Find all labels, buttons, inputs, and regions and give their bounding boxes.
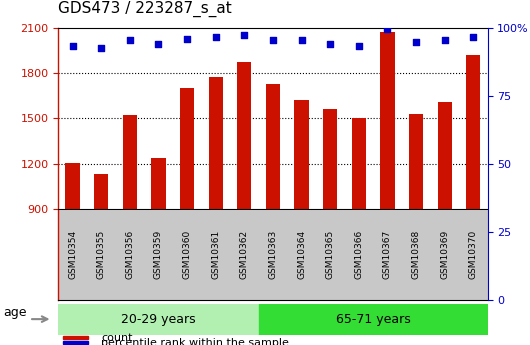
- Bar: [438, 102, 452, 209]
- Bar: [316, 28, 344, 300]
- Text: GSM10370: GSM10370: [469, 230, 478, 279]
- Bar: [144, 28, 173, 209]
- Bar: [152, 158, 165, 209]
- Bar: [287, 28, 316, 209]
- Bar: [63, 341, 89, 344]
- Point: [97, 45, 105, 50]
- Text: GSM10359: GSM10359: [154, 230, 163, 279]
- Bar: [87, 28, 116, 209]
- Text: GSM10354: GSM10354: [68, 230, 77, 279]
- Bar: [459, 28, 488, 300]
- Bar: [259, 304, 488, 335]
- Point: [383, 27, 392, 32]
- Bar: [116, 28, 144, 209]
- Text: GSM10355: GSM10355: [97, 230, 105, 279]
- Bar: [373, 28, 402, 209]
- Text: count: count: [101, 333, 132, 343]
- Bar: [58, 304, 259, 335]
- Text: GSM10362: GSM10362: [240, 230, 249, 279]
- Bar: [58, 28, 87, 300]
- Bar: [259, 28, 287, 300]
- Text: GSM10364: GSM10364: [297, 230, 306, 279]
- Bar: [259, 28, 287, 209]
- Bar: [430, 28, 459, 209]
- Bar: [266, 83, 280, 209]
- Text: 65-71 years: 65-71 years: [335, 313, 411, 326]
- Bar: [94, 174, 109, 209]
- Bar: [230, 28, 259, 209]
- Bar: [144, 28, 173, 300]
- Point: [469, 34, 478, 39]
- Text: GSM10360: GSM10360: [183, 230, 191, 279]
- Bar: [373, 28, 402, 300]
- Bar: [430, 28, 459, 300]
- Point: [240, 32, 249, 38]
- Point: [440, 38, 449, 43]
- Bar: [66, 163, 80, 209]
- Bar: [237, 62, 252, 209]
- Bar: [316, 28, 344, 209]
- Text: age: age: [3, 306, 27, 319]
- Bar: [352, 118, 366, 209]
- Point: [297, 38, 306, 43]
- Point: [355, 43, 363, 49]
- Bar: [466, 55, 481, 209]
- Point: [126, 38, 134, 43]
- Text: 20-29 years: 20-29 years: [121, 313, 196, 326]
- Text: percentile rank within the sample: percentile rank within the sample: [101, 338, 289, 345]
- Bar: [58, 28, 87, 209]
- Text: GSM10363: GSM10363: [269, 230, 277, 279]
- Bar: [230, 28, 259, 300]
- Text: GSM10369: GSM10369: [440, 230, 449, 279]
- Bar: [201, 28, 230, 300]
- Bar: [344, 28, 373, 209]
- Text: GSM10366: GSM10366: [355, 230, 363, 279]
- Bar: [344, 28, 373, 300]
- Bar: [122, 115, 137, 209]
- Bar: [295, 99, 308, 209]
- Text: GSM10361: GSM10361: [211, 230, 220, 279]
- Text: GSM10356: GSM10356: [126, 230, 134, 279]
- Point: [269, 38, 277, 43]
- Point: [68, 43, 77, 49]
- Bar: [209, 77, 223, 209]
- Text: GSM10365: GSM10365: [326, 230, 334, 279]
- Point: [154, 41, 163, 47]
- Bar: [287, 28, 316, 300]
- Point: [211, 34, 220, 39]
- Bar: [409, 114, 423, 209]
- Bar: [402, 28, 430, 300]
- Bar: [201, 28, 230, 209]
- Point: [183, 36, 191, 41]
- Bar: [173, 28, 201, 209]
- Bar: [63, 336, 89, 339]
- Point: [326, 41, 334, 47]
- Bar: [402, 28, 430, 209]
- Text: GSM10368: GSM10368: [412, 230, 420, 279]
- Text: GDS473 / 223287_s_at: GDS473 / 223287_s_at: [58, 0, 232, 17]
- Bar: [116, 28, 144, 300]
- Bar: [459, 28, 488, 209]
- Bar: [180, 88, 194, 209]
- Bar: [381, 32, 394, 209]
- Bar: [173, 28, 201, 300]
- Bar: [323, 109, 338, 209]
- Text: GSM10367: GSM10367: [383, 230, 392, 279]
- Bar: [87, 28, 116, 300]
- Point: [412, 39, 420, 45]
